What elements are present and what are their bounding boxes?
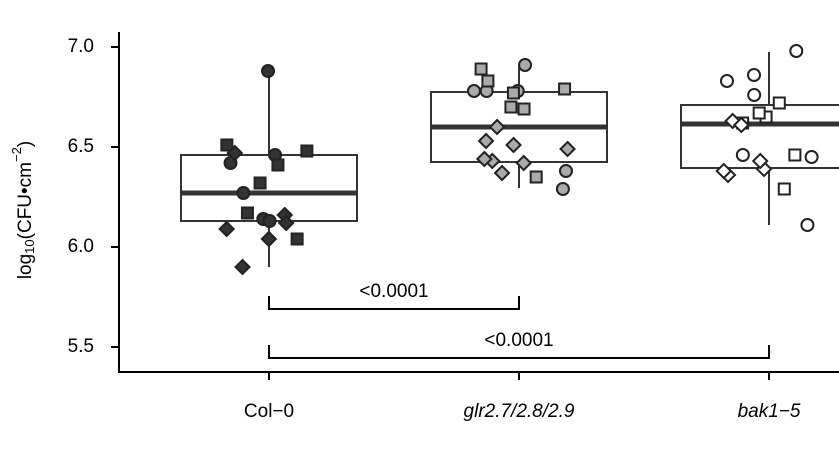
y-label-sub: 10 (22, 239, 37, 253)
point-square (474, 62, 488, 76)
point-diamond (559, 140, 576, 158)
point-diamond (475, 150, 493, 168)
y-label-sup: −2 (9, 147, 24, 162)
point-circle (518, 58, 533, 72)
point-circle (262, 214, 277, 228)
comparison-label: <0.0001 (359, 281, 428, 302)
point-diamond (260, 230, 278, 248)
point-diamond (477, 132, 495, 150)
point-square (240, 206, 254, 220)
point-circle (719, 74, 734, 88)
point-circle (236, 186, 251, 200)
point-diamond (226, 144, 244, 162)
y-axis-label: log10(CFU•cm−2) (9, 141, 37, 279)
y-tick-label: 6.0 (68, 236, 94, 257)
point-diamond (505, 136, 522, 154)
y-tick-label: 5.5 (68, 336, 94, 357)
point-diamond (732, 116, 750, 134)
x-tick-label: glr2.7/2.8/2.9 (464, 401, 575, 422)
point-square (506, 86, 520, 100)
comparison-label: <0.0001 (484, 330, 553, 351)
point-circle (261, 64, 276, 78)
point-square (253, 176, 267, 190)
point-circle (467, 84, 482, 98)
point-diamond (715, 162, 733, 180)
bracket (268, 345, 770, 359)
point-circle (558, 164, 573, 178)
point-square (481, 74, 495, 88)
point-square (271, 158, 285, 172)
point-square (220, 138, 234, 152)
point-diamond (515, 154, 533, 172)
point-circle (747, 68, 762, 82)
x-tick-label: bak1−5 (738, 401, 801, 422)
box (180, 154, 358, 222)
point-diamond (488, 118, 506, 136)
point-diamond (493, 164, 511, 182)
point-diamond (218, 220, 236, 238)
point-diamond (277, 214, 295, 232)
point-circle (747, 88, 762, 102)
point-circle (804, 150, 819, 164)
point-square (290, 232, 304, 246)
x-tick-label: Col−0 (244, 401, 294, 422)
point-square (504, 100, 518, 114)
y-label-part: (CFU•cm (15, 162, 36, 239)
bracket (268, 296, 520, 310)
y-label-part: log (15, 254, 36, 279)
point-diamond (751, 152, 769, 170)
point-circle (800, 218, 815, 232)
point-square (752, 106, 766, 120)
y-tick-label: 6.5 (68, 136, 94, 157)
point-circle (555, 182, 570, 196)
point-circle (789, 44, 804, 58)
point-diamond (234, 258, 251, 276)
point-square (529, 170, 543, 184)
point-square (788, 148, 802, 162)
point-square (777, 182, 791, 196)
point-square (517, 102, 531, 116)
y-tick-label: 7.0 (68, 36, 94, 57)
point-square (772, 96, 786, 110)
y-label-part: ) (15, 141, 36, 147)
point-square (300, 144, 314, 158)
point-circle (735, 148, 750, 162)
point-square (558, 82, 572, 96)
